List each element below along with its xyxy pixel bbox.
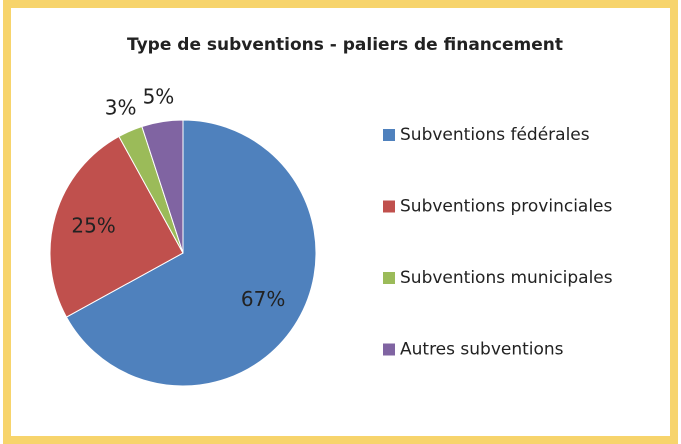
legend-label: Subventions municipales bbox=[400, 268, 613, 288]
legend-swatch bbox=[383, 129, 395, 141]
data-label: 5% bbox=[143, 84, 175, 108]
legend-swatch bbox=[383, 343, 395, 356]
legend-swatch bbox=[383, 200, 395, 213]
legend-label: Subventions fédérales bbox=[400, 125, 590, 145]
pie-slice bbox=[141, 119, 184, 254]
pie-slice bbox=[49, 135, 184, 318]
legend-label: Subventions provinciales bbox=[400, 197, 613, 217]
legend-swatch bbox=[383, 272, 395, 284]
pie-slice bbox=[65, 119, 317, 387]
data-label: 25% bbox=[71, 214, 115, 238]
legend-label: Autres subventions bbox=[400, 340, 564, 360]
chart-title: Type de subventions - paliers de finance… bbox=[127, 35, 563, 55]
data-label: 67% bbox=[241, 287, 285, 311]
data-label: 3% bbox=[105, 95, 137, 119]
